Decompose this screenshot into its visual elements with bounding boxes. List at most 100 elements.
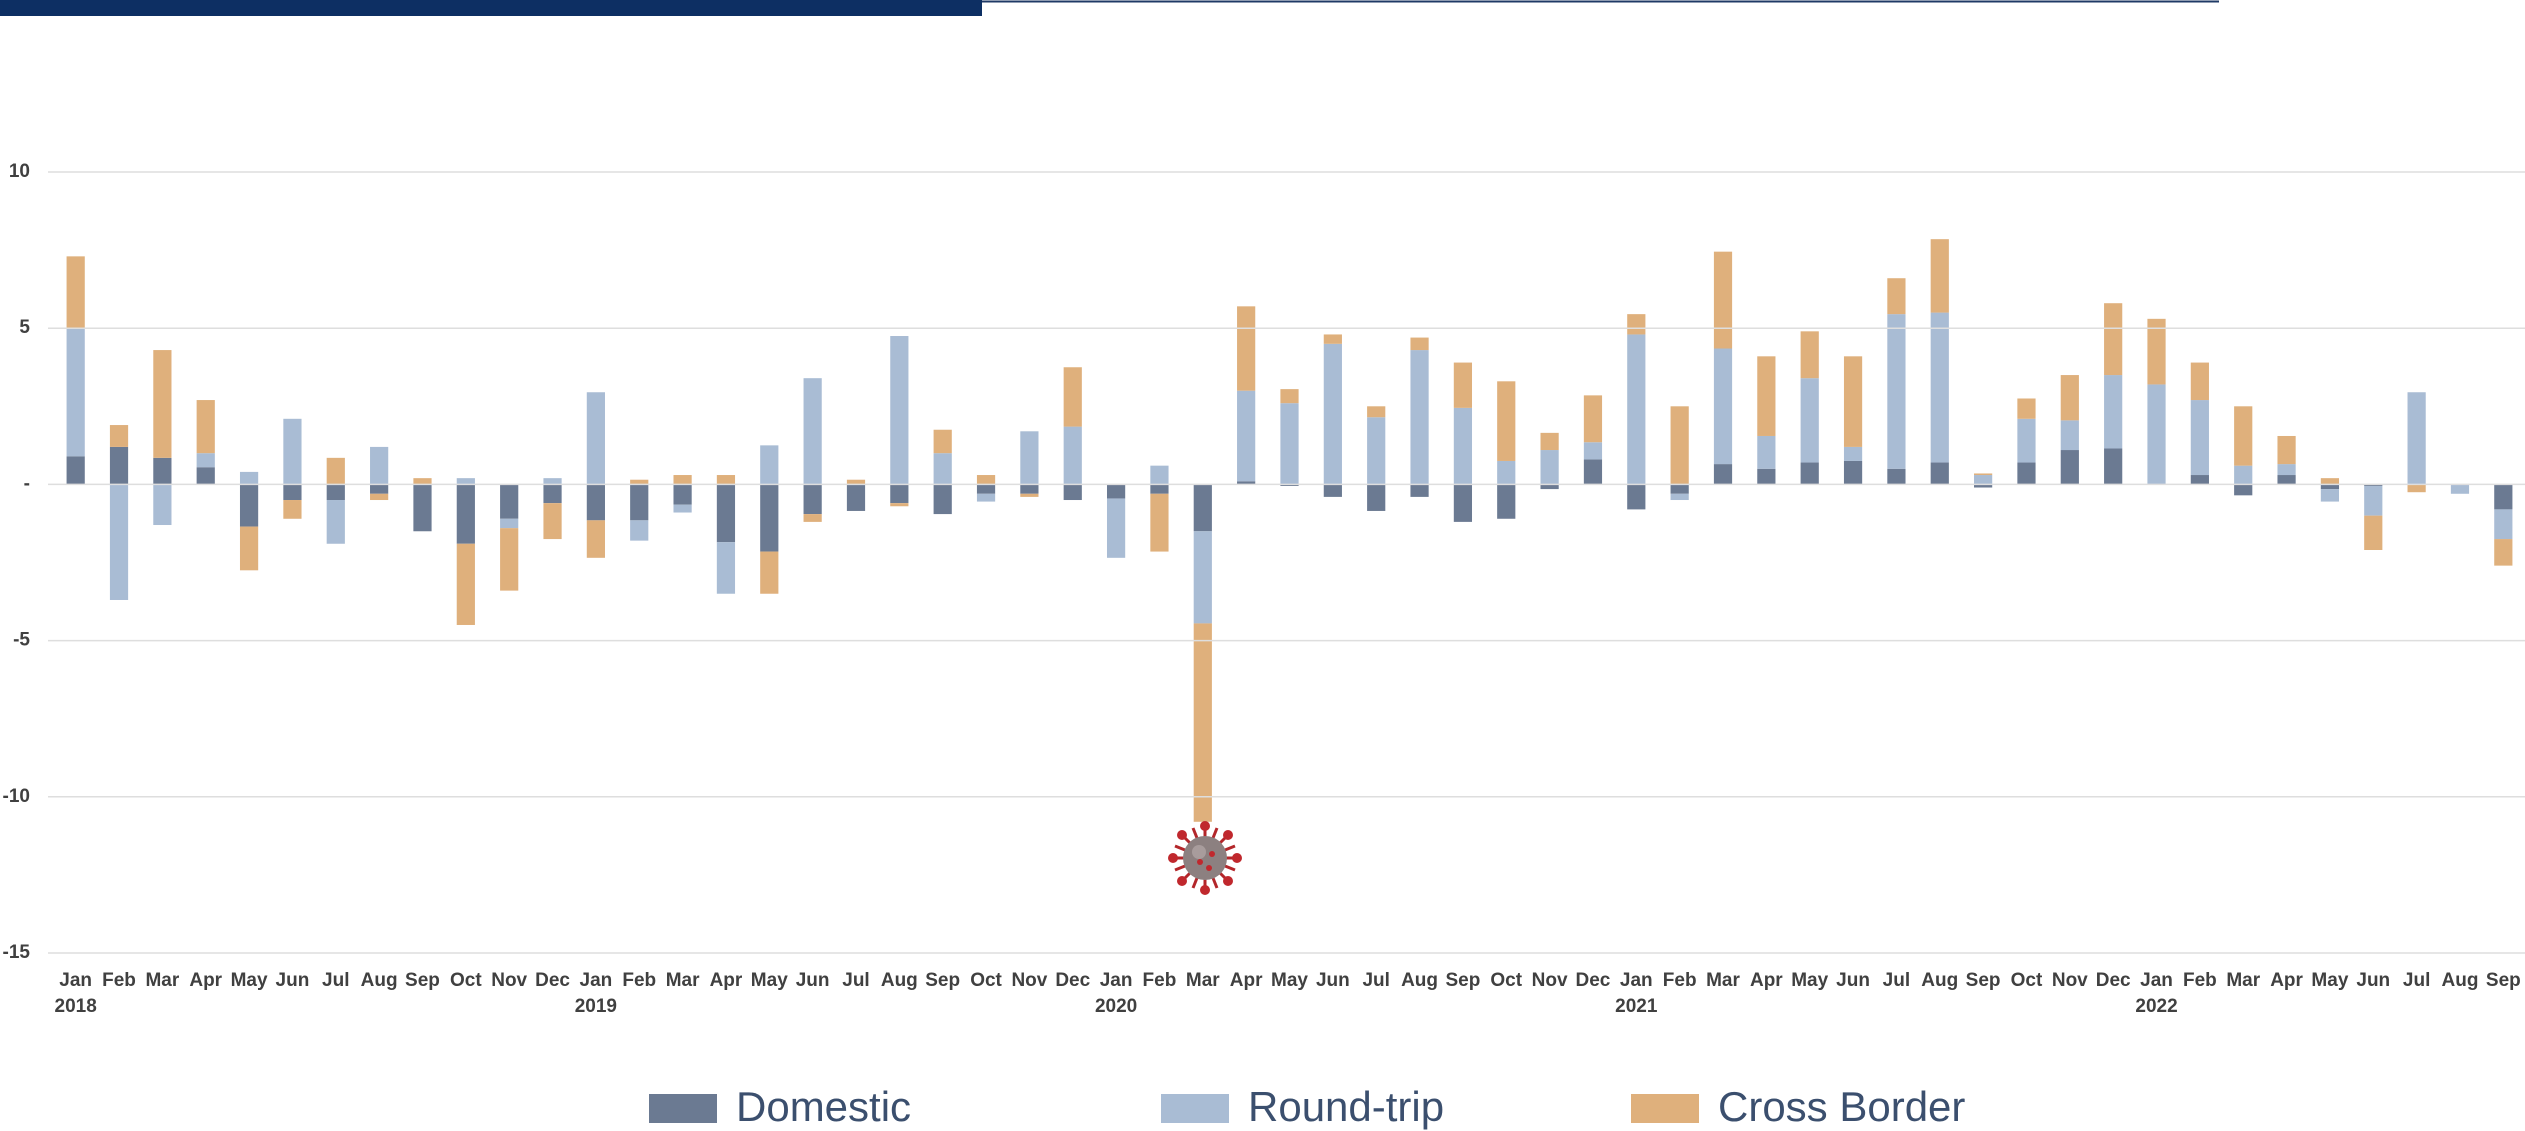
bar (2104, 375, 2123, 449)
x-tick-label: Mar (2226, 970, 2260, 991)
bar (2190, 400, 2209, 476)
bar (413, 484, 432, 532)
bar (370, 446, 389, 485)
bar (2364, 485, 2383, 516)
bar (1627, 334, 1646, 485)
bar (2017, 418, 2036, 463)
bar (109, 446, 129, 485)
bar (196, 467, 215, 485)
x-tick-label: Nov (2052, 970, 2088, 991)
bar (1323, 484, 1342, 497)
bar (1887, 314, 1906, 469)
x-group-label: 2018 (55, 996, 97, 1017)
bar (1627, 314, 1646, 335)
bar (500, 528, 519, 591)
bar (2364, 515, 2383, 551)
bar (326, 457, 345, 485)
bar (1237, 390, 1256, 482)
bar (1453, 484, 1473, 522)
x-tick-label: Feb (622, 970, 656, 991)
bar (2147, 384, 2166, 485)
bar (1887, 278, 1906, 315)
bar (2320, 489, 2340, 502)
x-tick-label: Sep (925, 970, 960, 991)
y-tick-label: 5 (19, 317, 30, 338)
x-tick-label: Nov (1011, 970, 1047, 991)
bar (803, 378, 822, 485)
y-tick-label: -5 (13, 630, 30, 651)
bar (1106, 484, 1126, 499)
bar (1237, 481, 1256, 485)
header-bar (0, 0, 982, 16)
bar (2234, 484, 2253, 496)
x-group-label: 2021 (1615, 996, 1658, 1017)
bar (2234, 406, 2253, 466)
bar (933, 429, 952, 454)
x-tick-label: Mar (1706, 970, 1740, 991)
bar (109, 425, 129, 447)
bar (1843, 460, 1863, 485)
bar (283, 500, 302, 519)
bar (630, 520, 649, 541)
bar (1063, 484, 1082, 501)
x-tick-label: May (231, 970, 268, 991)
bar (196, 400, 215, 454)
legend-label: Domestic (736, 1083, 911, 1130)
bar (1670, 484, 1689, 494)
bar (1583, 395, 1603, 443)
legend-label: Round-trip (1248, 1083, 1444, 1130)
bar (2017, 462, 2036, 485)
bar (1410, 337, 1429, 351)
bar (1800, 331, 1819, 379)
x-tick-label: Feb (102, 970, 136, 991)
bar (1237, 306, 1256, 391)
bar (1974, 484, 1993, 488)
bar (370, 484, 389, 494)
bar (1540, 450, 1559, 485)
bar (2277, 435, 2296, 465)
y-tick-label: 10 (9, 161, 30, 182)
x-tick-label: Jul (1883, 970, 1910, 991)
x-tick-label: Mar (666, 970, 700, 991)
x-tick-label: Dec (535, 970, 570, 991)
bar (1757, 356, 1776, 436)
bar (760, 445, 779, 485)
bar (846, 484, 866, 511)
bar (2320, 478, 2340, 485)
x-tick-label: Jul (842, 970, 869, 991)
bar (500, 484, 519, 519)
bar (239, 471, 259, 485)
bar (1367, 417, 1386, 485)
bar (1020, 493, 1039, 497)
bar (2104, 303, 2123, 376)
bar (1280, 403, 1299, 485)
bar (673, 504, 692, 513)
bar (1583, 459, 1603, 485)
bar (2060, 450, 2079, 485)
bar (456, 543, 475, 625)
x-tick-label: Jan (1100, 970, 1133, 991)
bar (2320, 484, 2340, 490)
bar (2407, 484, 2426, 493)
x-tick-label: Jul (1362, 970, 1389, 991)
bar (586, 484, 605, 521)
bar (1150, 465, 1169, 485)
bar (890, 484, 909, 504)
x-tick-label: Jul (322, 970, 349, 991)
x-tick-label: Sep (2486, 970, 2521, 991)
x-tick-label: Apr (1230, 970, 1263, 991)
bar (66, 256, 85, 329)
x-tick-label: Aug (361, 970, 398, 991)
x-tick-label: Sep (1445, 970, 1480, 991)
x-tick-label: May (1271, 970, 1308, 991)
bar (803, 514, 822, 522)
bar (370, 493, 389, 501)
bar (283, 484, 302, 501)
bar (976, 484, 996, 494)
bar (1843, 446, 1863, 461)
bar (2277, 475, 2296, 485)
bar (630, 479, 649, 485)
bar (196, 453, 215, 468)
x-tick-label: Nov (1532, 970, 1568, 991)
bar (1193, 531, 1212, 624)
